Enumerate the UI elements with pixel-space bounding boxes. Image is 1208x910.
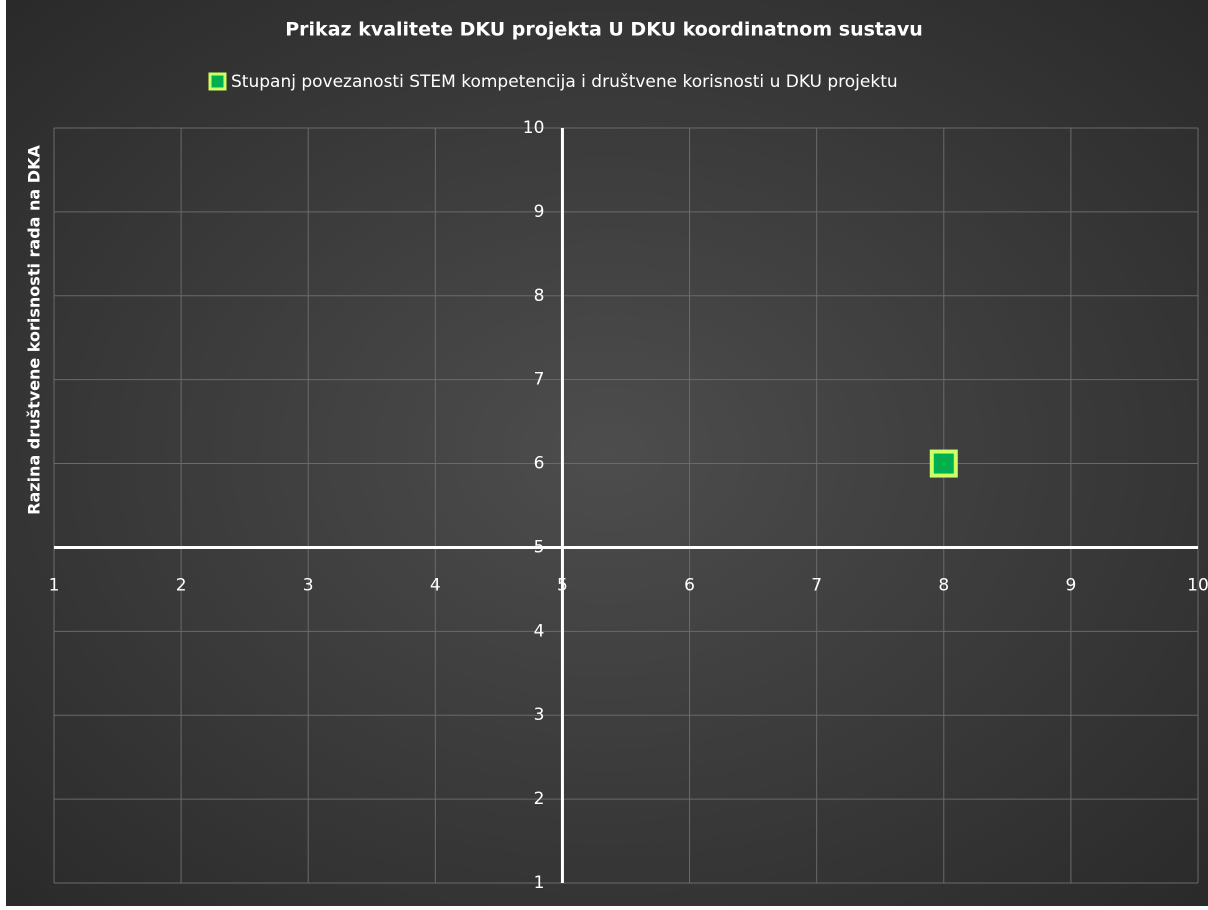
y-tick-label: 4 [534, 621, 545, 641]
x-tick-label: 3 [303, 575, 314, 595]
legend-label: Stupanj povezanosti STEM kompetencija i … [231, 72, 898, 92]
x-tick-label: 4 [430, 575, 441, 595]
y-tick-label: 8 [534, 286, 545, 306]
chart-title: Prikaz kvalitete DKU projekta U DKU koor… [285, 19, 922, 41]
y-tick-label: 9 [534, 202, 545, 222]
y-tick-label: 10 [523, 118, 545, 138]
x-tick-label: 10 [1187, 575, 1208, 595]
legend-marker [208, 72, 227, 91]
x-tick-label: 6 [684, 575, 695, 595]
y-tick-label: 1 [534, 873, 545, 893]
x-tick-label: 2 [176, 575, 187, 595]
x-tick-label: 8 [938, 575, 949, 595]
background [6, 0, 1208, 906]
x-tick-label: 9 [1065, 575, 1076, 595]
y-axis-label: Razina društvene korisnosti rada na DKA [25, 145, 44, 515]
x-tick-label: 7 [811, 575, 822, 595]
y-tick-label: 5 [534, 537, 545, 557]
y-tick-label: 7 [534, 370, 545, 390]
y-tick-label: 6 [534, 454, 545, 474]
y-tick-label: 3 [534, 705, 545, 725]
x-tick-label: 1 [49, 575, 60, 595]
point [929, 449, 958, 478]
y-tick-label: 2 [534, 789, 545, 809]
x-tick-label: 5 [557, 575, 568, 595]
